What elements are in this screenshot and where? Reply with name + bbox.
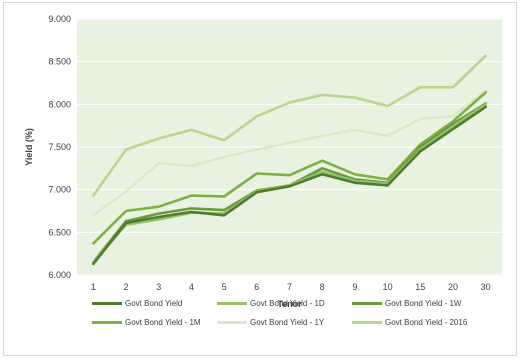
y-tick-label: 6.500 [48,227,71,237]
legend-label: Govt Bond Yield [125,298,183,308]
y-tick-label: 8.000 [48,99,71,109]
y-axis-ticks: 6.000 6.500 7.000 7.500 8.000 8.500 9.000 [48,14,71,280]
legend-swatch [352,320,382,324]
gridlines [77,18,502,276]
legend-item: Govt Bond Yield - 2016 [352,315,467,329]
legend-label: Govt Bond Yield - 1D [250,298,325,308]
legend-item: Govt Bond Yield - 1Y [217,315,324,329]
series-line-5 [92,54,488,197]
legend-swatch [92,320,122,324]
x-tick-label: 6 [254,282,259,292]
legend-item: Govt Bond Yield [92,296,182,310]
legend-label: Govt Bond Yield - 2016 [385,317,468,327]
x-axis-title: Tenor [277,299,302,309]
x-tick-label: 1 [91,282,96,292]
series-line-3 [92,91,488,245]
chart-frame: 6.000 6.500 7.000 7.500 8.000 8.500 9.000 1 2 3 4… [3,2,517,356]
y-tick-label: 7.500 [48,142,71,152]
legend-swatch [352,301,382,305]
series-line-0 [92,105,488,266]
x-tick-label: 20 [448,282,458,292]
x-tick-label: 9 [352,282,357,292]
x-tick-label: 7 [287,282,292,292]
x-tick-label: 8 [320,282,325,292]
legend-item: Govt Bond Yield - 1D [217,296,325,310]
y-tick-label: 7.000 [48,185,71,195]
legend-swatch [217,320,247,324]
x-tick-label: 5 [222,282,227,292]
legend-label: Govt Bond Yield - 1M [125,317,201,327]
x-tick-label: 3 [156,282,161,292]
line-chart: 6.000 6.500 7.000 7.500 8.000 8.500 9.000 1 2 3 4… [24,14,502,309]
legend-item: Govt Bond Yield - 1W [352,296,461,310]
y-tick-label: 6.000 [48,270,71,280]
x-tick-label: 10 [383,282,393,292]
x-tick-label: 2 [124,282,129,292]
x-tick-label: 4 [189,282,194,292]
x-tick-label: 30 [481,282,491,292]
legend-label: Govt Bond Yield - 1Y [250,317,325,327]
y-tick-label: 8.500 [48,57,71,67]
legend-label: Govt Bond Yield - 1W [385,298,462,308]
series-lines [92,54,488,266]
x-tick-label: 15 [415,282,425,292]
series-line-4 [92,89,488,217]
legend-swatch [217,301,247,305]
y-tick-label: 9.000 [48,14,71,24]
legend-swatch [92,301,122,305]
x-axis-ticks: 1 2 3 4 5 6 7 8 9 10 15 20 30 [91,282,491,292]
legend-item: Govt Bond Yield - 1M [92,315,201,329]
legend: Govt Bond Yield Govt Bond Yield - 1D Govt … [92,296,492,346]
y-axis-title: Yield (%) [24,128,34,166]
